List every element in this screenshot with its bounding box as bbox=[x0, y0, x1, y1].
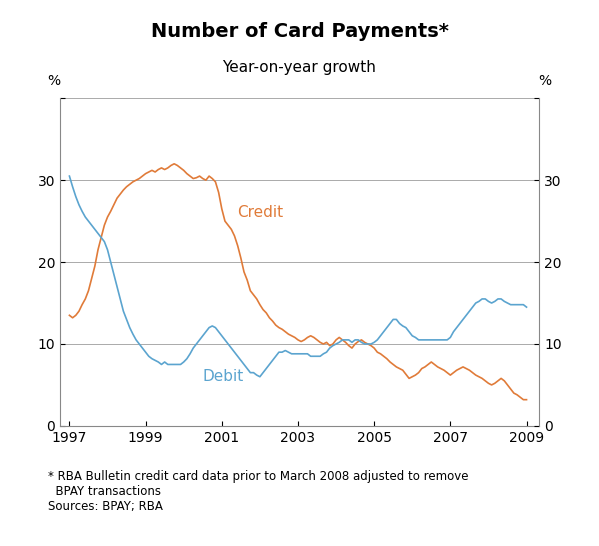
Text: Year-on-year growth: Year-on-year growth bbox=[223, 60, 376, 75]
Text: * RBA Bulletin credit card data prior to March 2008 adjusted to remove
  BPAY tr: * RBA Bulletin credit card data prior to… bbox=[48, 470, 468, 513]
Text: %: % bbox=[539, 74, 552, 88]
Text: Number of Card Payments*: Number of Card Payments* bbox=[150, 22, 449, 41]
Text: Debit: Debit bbox=[202, 369, 244, 384]
Text: Credit: Credit bbox=[237, 205, 283, 220]
Text: %: % bbox=[47, 74, 60, 88]
